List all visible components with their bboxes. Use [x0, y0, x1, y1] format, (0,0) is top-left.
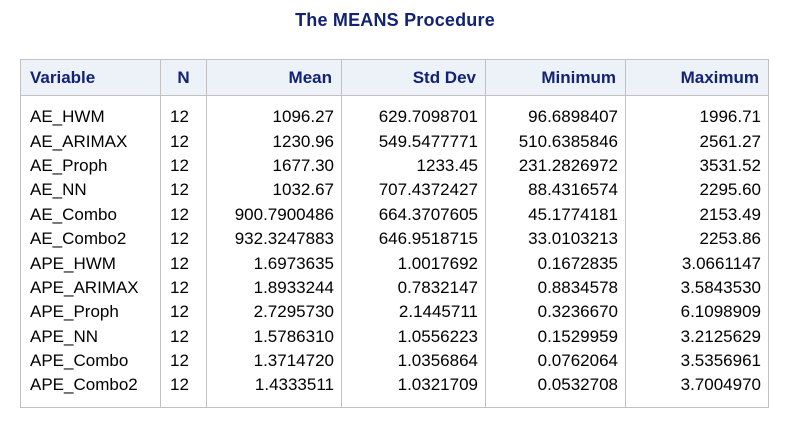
column-header-variable: Variable [20, 59, 161, 96]
column-header-mean: Mean [206, 59, 342, 96]
cell-std-dev: 664.3707605 [341, 202, 486, 227]
cell-n: 12 [160, 300, 207, 325]
header-row: Variable N Mean Std Dev Minimum Maximum [20, 59, 769, 96]
table-header: Variable N Mean Std Dev Minimum Maximum [20, 59, 769, 96]
cell-n: 12 [160, 226, 207, 252]
cell-mean: 1.8933244 [206, 275, 342, 301]
cell-mean: 1.3714720 [206, 348, 342, 374]
cell-mean: 900.7900486 [206, 202, 342, 227]
cell-maximum: 6.1098909 [625, 300, 769, 325]
table-row: APE_Combo 12 1.3714720 1.0356864 0.0762064 3.… [20, 348, 769, 374]
cell-std-dev: 1.0356864 [341, 348, 486, 374]
cell-std-dev: 646.9518715 [341, 226, 486, 252]
page-title: The MEANS Procedure [295, 10, 495, 30]
cell-mean: 1096.27 [206, 95, 342, 130]
cell-maximum: 2153.49 [625, 202, 769, 227]
cell-mean: 1230.96 [206, 129, 342, 154]
cell-std-dev: 1233.45 [341, 153, 486, 179]
cell-minimum: 0.8834578 [485, 275, 626, 301]
cell-std-dev: 1.0556223 [341, 324, 486, 349]
table-row: APE_Proph 12 2.7295730 2.1445711 0.3236670 6.… [20, 300, 769, 325]
column-header-std-dev: Std Dev [341, 59, 486, 96]
cell-mean: 1.6973635 [206, 251, 342, 276]
cell-n: 12 [160, 153, 207, 179]
cell-maximum: 2295.60 [625, 178, 769, 203]
cell-minimum: 0.1672835 [485, 251, 626, 276]
cell-n: 12 [160, 202, 207, 227]
cell-minimum: 0.0762064 [485, 348, 626, 374]
cell-mean: 1677.30 [206, 153, 342, 179]
table-row: AE_NN 12 1032.67 707.4372427 88.4316574 2295.… [20, 178, 769, 203]
cell-minimum: 510.6385846 [485, 129, 626, 154]
cell-minimum: 45.1774181 [485, 202, 626, 227]
means-table: Variable N Mean Std Dev Minimum Maximum … [20, 59, 769, 408]
cell-std-dev: 1.0017692 [341, 251, 486, 276]
cell-minimum: 231.2826972 [485, 153, 626, 179]
cell-maximum: 2561.27 [625, 129, 769, 154]
cell-std-dev: 707.4372427 [341, 178, 486, 203]
cell-minimum: 0.0532708 [485, 373, 626, 408]
cell-maximum: 3.0661147 [625, 251, 769, 276]
cell-variable: AE_ARIMAX [20, 129, 161, 154]
cell-variable: AE_NN [20, 178, 161, 203]
column-header-maximum: Maximum [625, 59, 769, 96]
cell-mean: 1032.67 [206, 178, 342, 203]
cell-mean: 1.5786310 [206, 324, 342, 349]
table-row: AE_ARIMAX 12 1230.96 549.5477771 510.6385846… [20, 129, 769, 154]
cell-maximum: 3.5356961 [625, 348, 769, 374]
cell-n: 12 [160, 178, 207, 203]
cell-maximum: 3.2125629 [625, 324, 769, 349]
table-row: AE_Proph 12 1677.30 1233.45 231.2826972 3531.… [20, 153, 769, 179]
table-row: APE_NN 12 1.5786310 1.0556223 0.1529959 3.212… [20, 324, 769, 349]
cell-std-dev: 1.0321709 [341, 373, 486, 408]
cell-n: 12 [160, 275, 207, 301]
column-header-minimum: Minimum [485, 59, 626, 96]
cell-minimum: 0.3236670 [485, 300, 626, 325]
table-row: AE_Combo 12 900.7900486 664.3707605 45.17741… [20, 202, 769, 227]
cell-minimum: 96.6898407 [485, 95, 626, 130]
cell-mean: 1.4333511 [206, 373, 342, 408]
cell-std-dev: 2.1445711 [341, 300, 486, 325]
table-row: APE_Combo2 12 1.4333511 1.0321709 0.0532708 3… [20, 373, 769, 408]
cell-minimum: 0.1529959 [485, 324, 626, 349]
cell-std-dev: 0.7832147 [341, 275, 486, 301]
cell-maximum: 2253.86 [625, 226, 769, 252]
cell-maximum: 1996.71 [625, 95, 769, 130]
cell-n: 12 [160, 348, 207, 374]
cell-variable: AE_Combo [20, 202, 161, 227]
cell-maximum: 3.5843530 [625, 275, 769, 301]
cell-std-dev: 629.7098701 [341, 95, 486, 130]
table-body: AE_HWM 12 1096.27 629.7098701 96.6898407 1996… [20, 95, 769, 408]
cell-variable: AE_HWM [20, 95, 161, 130]
cell-n: 12 [160, 251, 207, 276]
cell-maximum: 3531.52 [625, 153, 769, 179]
cell-std-dev: 549.5477771 [341, 129, 486, 154]
cell-n: 12 [160, 129, 207, 154]
cell-minimum: 88.4316574 [485, 178, 626, 203]
cell-variable: APE_Combo [20, 348, 161, 374]
cell-variable: APE_HWM [20, 251, 161, 276]
cell-maximum: 3.7004970 [625, 373, 769, 408]
table-row: AE_HWM 12 1096.27 629.7098701 96.6898407 1996… [20, 95, 769, 130]
cell-n: 12 [160, 373, 207, 408]
table-row: APE_ARIMAX 12 1.8933244 0.7832147 0.8834578 3… [20, 275, 769, 301]
table-row: APE_HWM 12 1.6973635 1.0017692 0.1672835 3.06… [20, 251, 769, 276]
cell-variable: APE_Combo2 [20, 373, 161, 408]
cell-variable: APE_ARIMAX [20, 275, 161, 301]
cell-variable: AE_Proph [20, 153, 161, 179]
column-header-n: N [160, 59, 207, 96]
table-row: AE_Combo2 12 932.3247883 646.9518715 33.0103… [20, 226, 769, 252]
cell-mean: 2.7295730 [206, 300, 342, 325]
cell-variable: APE_NN [20, 324, 161, 349]
cell-variable: AE_Combo2 [20, 226, 161, 252]
cell-mean: 932.3247883 [206, 226, 342, 252]
cell-n: 12 [160, 324, 207, 349]
cell-minimum: 33.0103213 [485, 226, 626, 252]
cell-n: 12 [160, 95, 207, 130]
cell-variable: APE_Proph [20, 300, 161, 325]
